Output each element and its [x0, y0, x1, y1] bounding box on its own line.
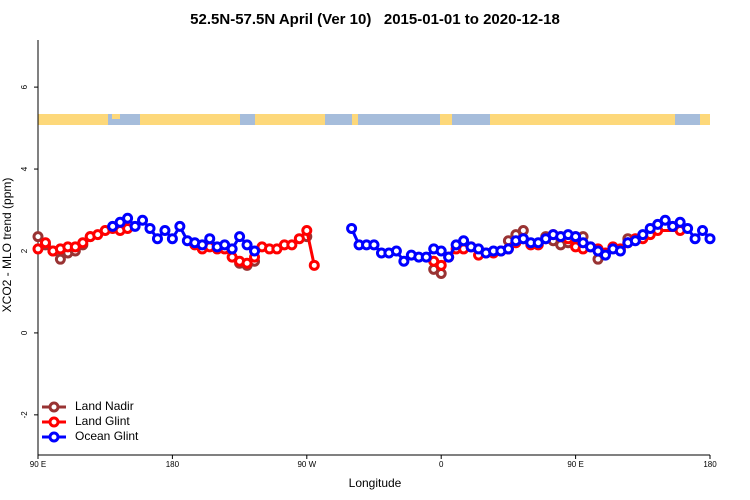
data-point: [674, 216, 686, 228]
x-tick-label: 90 W: [297, 460, 316, 469]
data-point: [249, 245, 261, 257]
data-point: [122, 212, 134, 224]
data-point: [32, 231, 44, 243]
y-tick-label: 2: [20, 248, 29, 253]
data-point: [174, 220, 186, 232]
data-point: [54, 253, 66, 265]
data-point: [293, 233, 305, 245]
chart-title: 52.5N-57.5N April (Ver 10) 2015-01-01 to…: [190, 11, 560, 28]
data-point: [390, 245, 402, 257]
data-point: [443, 251, 455, 263]
data-point: [435, 245, 447, 257]
data-point: [32, 243, 44, 255]
data-point: [137, 214, 149, 226]
data-point: [301, 224, 313, 236]
data-point: [420, 251, 432, 263]
y-tick-label: 4: [20, 166, 29, 171]
legend-label: Land Nadir: [75, 399, 134, 413]
series-line: [38, 230, 628, 273]
legend-label: Ocean Glint: [75, 429, 139, 443]
data-point: [659, 214, 671, 226]
legend-label: Land Glint: [75, 414, 130, 428]
data-point: [308, 259, 320, 271]
data-point: [398, 255, 410, 267]
x-tick-label: 90 E: [567, 460, 583, 469]
data-point: [77, 237, 89, 249]
y-tick-label: 0: [20, 330, 29, 335]
data-point: [346, 222, 358, 234]
y-tick-label: -2: [20, 411, 29, 419]
data-point: [502, 243, 514, 255]
data-point: [234, 231, 246, 243]
y-axis-label: XCO2 - MLO trend (ppm): [0, 178, 14, 313]
data-point: [159, 224, 171, 236]
data-point: [458, 235, 470, 247]
y-tick-label: 6: [20, 84, 29, 89]
map-strip: [38, 114, 710, 125]
data-point: [241, 239, 253, 251]
data-point: [286, 239, 298, 251]
data-point: [599, 249, 611, 261]
legend-marker: [48, 431, 60, 443]
x-tick-label: 90 E: [30, 460, 46, 469]
data-point: [204, 233, 216, 245]
x-tick-label: 180: [166, 460, 180, 469]
x-tick-label: 0: [439, 460, 444, 469]
data-point: [435, 259, 447, 271]
data-point: [39, 237, 51, 249]
data-point: [682, 222, 694, 234]
data-point: [166, 233, 178, 245]
legend-marker: [48, 416, 60, 428]
data-point: [196, 239, 208, 251]
data-point: [697, 224, 709, 236]
data-point: [629, 235, 641, 247]
data-point: [151, 233, 163, 245]
data-point: [614, 245, 626, 257]
data-point: [689, 233, 701, 245]
x-axis-label: Longitude: [349, 476, 402, 490]
data-point: [241, 257, 253, 269]
data-point: [129, 220, 141, 232]
data-point: [368, 239, 380, 251]
data-point: [144, 222, 156, 234]
data-point: [704, 233, 716, 245]
data-point: [570, 231, 582, 243]
x-tick-label: 180: [703, 460, 717, 469]
legend-marker: [48, 401, 60, 413]
data-point: [226, 243, 238, 255]
data-point: [637, 229, 649, 241]
